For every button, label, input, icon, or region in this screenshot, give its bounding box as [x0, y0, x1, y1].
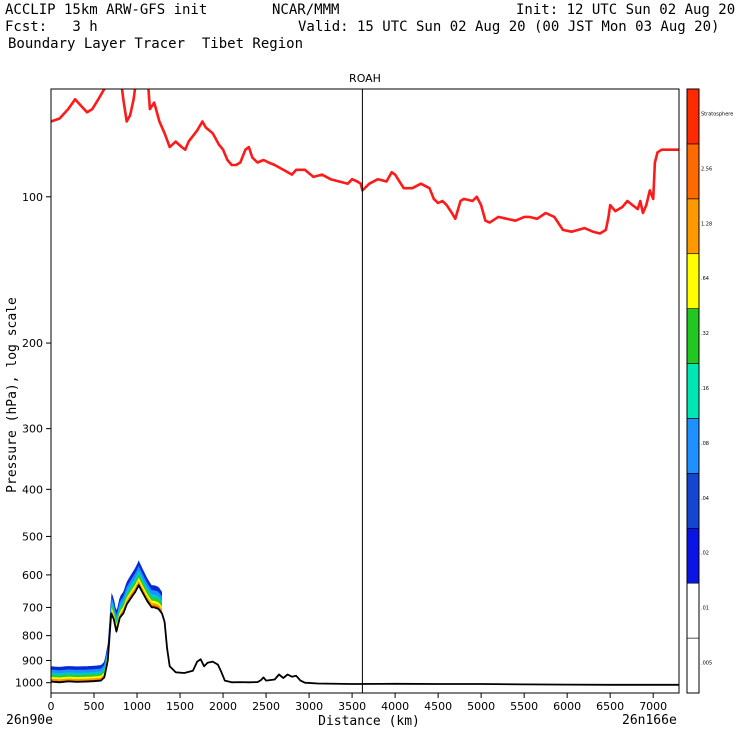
tracer-layer-4: [51, 574, 162, 683]
colorbar-swatch: [686, 308, 700, 364]
colorbar-swatch: [686, 88, 700, 145]
y-tick-label: 800: [22, 630, 43, 643]
colorbar-label: 1.28: [701, 221, 712, 227]
x-tick-label: 500: [84, 700, 105, 713]
x-tick-label: 1500: [166, 700, 194, 713]
x-tick-label: 6000: [553, 700, 581, 713]
terrain-line: [51, 584, 679, 686]
colorbar-label: Stratosphere: [701, 111, 733, 117]
x-tick-label: 3000: [295, 700, 323, 713]
colorbar-swatch: [686, 582, 700, 639]
x-tick-label: 7000: [639, 700, 667, 713]
x-tick-label: 4500: [424, 700, 452, 713]
colorbar-label: .04: [701, 496, 709, 502]
x-axis-label: Distance (km): [318, 714, 420, 729]
x-tick-label: 0: [48, 700, 55, 713]
axis-group: 0 500 1000 1500 2000 2500 3000 3500 4000 4500 5000…: [15, 191, 667, 713]
header-valid: Valid: 15 UTC Sun 02 Aug 20 (00 JST Mon …: [298, 19, 720, 35]
header-model: ACCLIP 15km ARW-GFS init: [5, 2, 208, 18]
colorbar-swatch: [686, 637, 700, 694]
colorbar-label: .64: [701, 276, 709, 282]
y-tick-label: 900: [22, 654, 43, 667]
tracer-band: [51, 560, 162, 683]
colorbar-swatch: [686, 198, 700, 255]
colorbar-swatch: [686, 418, 700, 474]
colorbar-label: .005: [701, 661, 712, 667]
colorbar-label: .01: [701, 606, 709, 612]
header-org: NCAR/MMM: [272, 2, 340, 18]
colorbar-frame: [686, 88, 700, 694]
y-tick-label: 300: [22, 423, 43, 436]
chart-title: ROAH: [349, 72, 381, 85]
x-tick-label: 4000: [381, 700, 409, 713]
x-tick-label: 1000: [123, 700, 151, 713]
colorbar-swatch: [686, 527, 700, 584]
colorbar-label: .32: [701, 331, 709, 337]
colorbar: .005 .01 .02 .04 .08 .16 .32 .64 1.28 2.56 Stratos…: [686, 88, 733, 694]
y-tick-label: 1000: [15, 677, 43, 690]
plot-frame: [50, 88, 680, 694]
header-product: Boundary Layer Tracer Tibet Region: [8, 36, 304, 52]
x-tick-label: 5000: [467, 700, 495, 713]
x-tick-label: 2000: [209, 700, 237, 713]
series-group: [51, 89, 679, 686]
header-fcst: Fcst: 3 h: [5, 19, 98, 35]
colorbar-label: .02: [701, 551, 709, 557]
x-tick-label: 5500: [510, 700, 538, 713]
y-tick-label: 600: [22, 569, 43, 582]
y-tick-label: 100: [22, 191, 43, 204]
start-location-label: 26n90e: [6, 713, 53, 728]
end-location-label: 26n166e: [622, 713, 677, 728]
y-axis-label: Pressure (hPa), log scale: [5, 297, 20, 493]
colorbar-label: .08: [701, 441, 709, 447]
x-tick-label: 6500: [596, 700, 624, 713]
header-init: Init: 12 UTC Sun 02 Aug 20: [516, 2, 736, 18]
x-tick-label: 3500: [338, 700, 366, 713]
colorbar-label: 2.56: [701, 166, 712, 172]
tropopause-line: [51, 89, 679, 235]
y-tick-label: 700: [22, 601, 43, 614]
y-tick-label: 400: [22, 483, 43, 496]
x-tick-label: 2500: [252, 700, 280, 713]
colorbar-swatch: [686, 473, 700, 529]
colorbar-swatch: [686, 143, 700, 200]
colorbar-swatch: [686, 253, 700, 309]
y-tick-label: 200: [22, 337, 43, 350]
colorbar-label: .16: [701, 386, 709, 392]
y-tick-label: 500: [22, 530, 43, 543]
colorbar-swatch: [686, 363, 700, 419]
